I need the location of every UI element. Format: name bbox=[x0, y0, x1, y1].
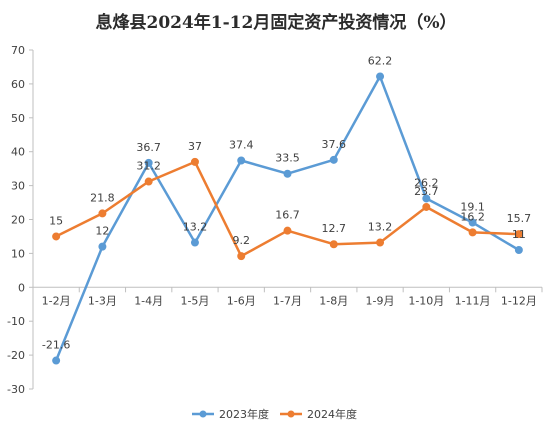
y-tick-label: 50 bbox=[11, 112, 25, 125]
data-point bbox=[283, 226, 292, 235]
data-label: 12.7 bbox=[322, 222, 347, 235]
x-tick-label: 1-6月 bbox=[227, 294, 256, 307]
chart-title: 息烽县2024年1-12月固定资产投资情况（%） bbox=[95, 13, 457, 33]
data-point bbox=[190, 157, 199, 166]
x-tick-label: 1-4月 bbox=[134, 294, 163, 307]
y-tick-label: -20 bbox=[7, 349, 25, 362]
y-tick-label: 70 bbox=[11, 44, 25, 57]
data-label: 33.5 bbox=[275, 152, 300, 165]
data-point bbox=[422, 194, 431, 203]
data-label: 13.2 bbox=[368, 221, 393, 234]
data-label: 37.4 bbox=[229, 139, 254, 152]
data-label: 37 bbox=[188, 140, 202, 153]
data-label: 12 bbox=[95, 225, 109, 238]
data-point bbox=[52, 232, 61, 241]
legend-swatch-marker bbox=[199, 410, 207, 418]
x-tick-label: 1-10月 bbox=[408, 294, 444, 307]
data-point bbox=[468, 228, 477, 237]
data-label: 16.2 bbox=[460, 210, 485, 223]
data-label: 37.6 bbox=[322, 138, 347, 151]
data-point bbox=[190, 238, 199, 247]
data-point bbox=[98, 242, 107, 251]
data-label: 21.8 bbox=[90, 191, 115, 204]
data-point bbox=[376, 72, 385, 81]
data-point bbox=[329, 240, 338, 249]
data-point bbox=[329, 155, 338, 164]
data-point bbox=[422, 202, 431, 211]
x-tick-label: 1-3月 bbox=[88, 294, 117, 307]
data-label: -21.6 bbox=[42, 339, 70, 352]
x-tick-label: 1-5月 bbox=[180, 294, 209, 307]
y-tick-label: -10 bbox=[7, 315, 25, 328]
y-tick-label: 20 bbox=[11, 214, 25, 227]
data-point bbox=[144, 177, 153, 186]
data-point bbox=[514, 230, 523, 239]
x-tick-label: 1-12月 bbox=[501, 294, 537, 307]
data-label: 26.2 bbox=[414, 176, 439, 189]
data-point bbox=[514, 246, 523, 255]
data-label: 31.2 bbox=[136, 160, 161, 173]
data-point bbox=[283, 169, 292, 178]
legend-label: 2024年度 bbox=[307, 407, 357, 421]
data-label: 62.2 bbox=[368, 54, 393, 67]
data-point bbox=[144, 158, 153, 167]
y-tick-label: 30 bbox=[11, 180, 25, 193]
data-label: 23.7 bbox=[414, 185, 439, 198]
y-tick-label: 60 bbox=[11, 78, 25, 91]
x-tick-label: 1-2月 bbox=[42, 294, 71, 307]
data-label: 11 bbox=[512, 228, 526, 241]
data-point bbox=[237, 252, 246, 261]
data-point bbox=[468, 218, 477, 227]
x-tick-label: 1-11月 bbox=[455, 294, 491, 307]
data-label: 15 bbox=[49, 214, 63, 227]
data-label: 13.2 bbox=[183, 221, 208, 234]
legend-swatch-marker bbox=[287, 410, 295, 418]
y-tick-label: 0 bbox=[18, 281, 25, 294]
data-label: 15.7 bbox=[507, 212, 532, 225]
x-tick-label: 1-9月 bbox=[366, 294, 395, 307]
data-label: 19.1 bbox=[460, 201, 485, 214]
data-point bbox=[237, 156, 246, 165]
data-point bbox=[376, 238, 385, 247]
x-tick-label: 1-7月 bbox=[273, 294, 302, 307]
data-point bbox=[98, 209, 107, 218]
data-label: 16.7 bbox=[275, 209, 300, 222]
x-tick-label: 1-8月 bbox=[319, 294, 348, 307]
y-tick-label: 10 bbox=[11, 247, 25, 260]
y-tick-label: -30 bbox=[7, 383, 25, 396]
data-point bbox=[52, 356, 61, 365]
y-tick-label: 40 bbox=[11, 146, 25, 159]
data-label: 36.7 bbox=[136, 141, 161, 154]
legend-label: 2023年度 bbox=[219, 407, 269, 421]
data-label: 9.2 bbox=[232, 234, 250, 247]
